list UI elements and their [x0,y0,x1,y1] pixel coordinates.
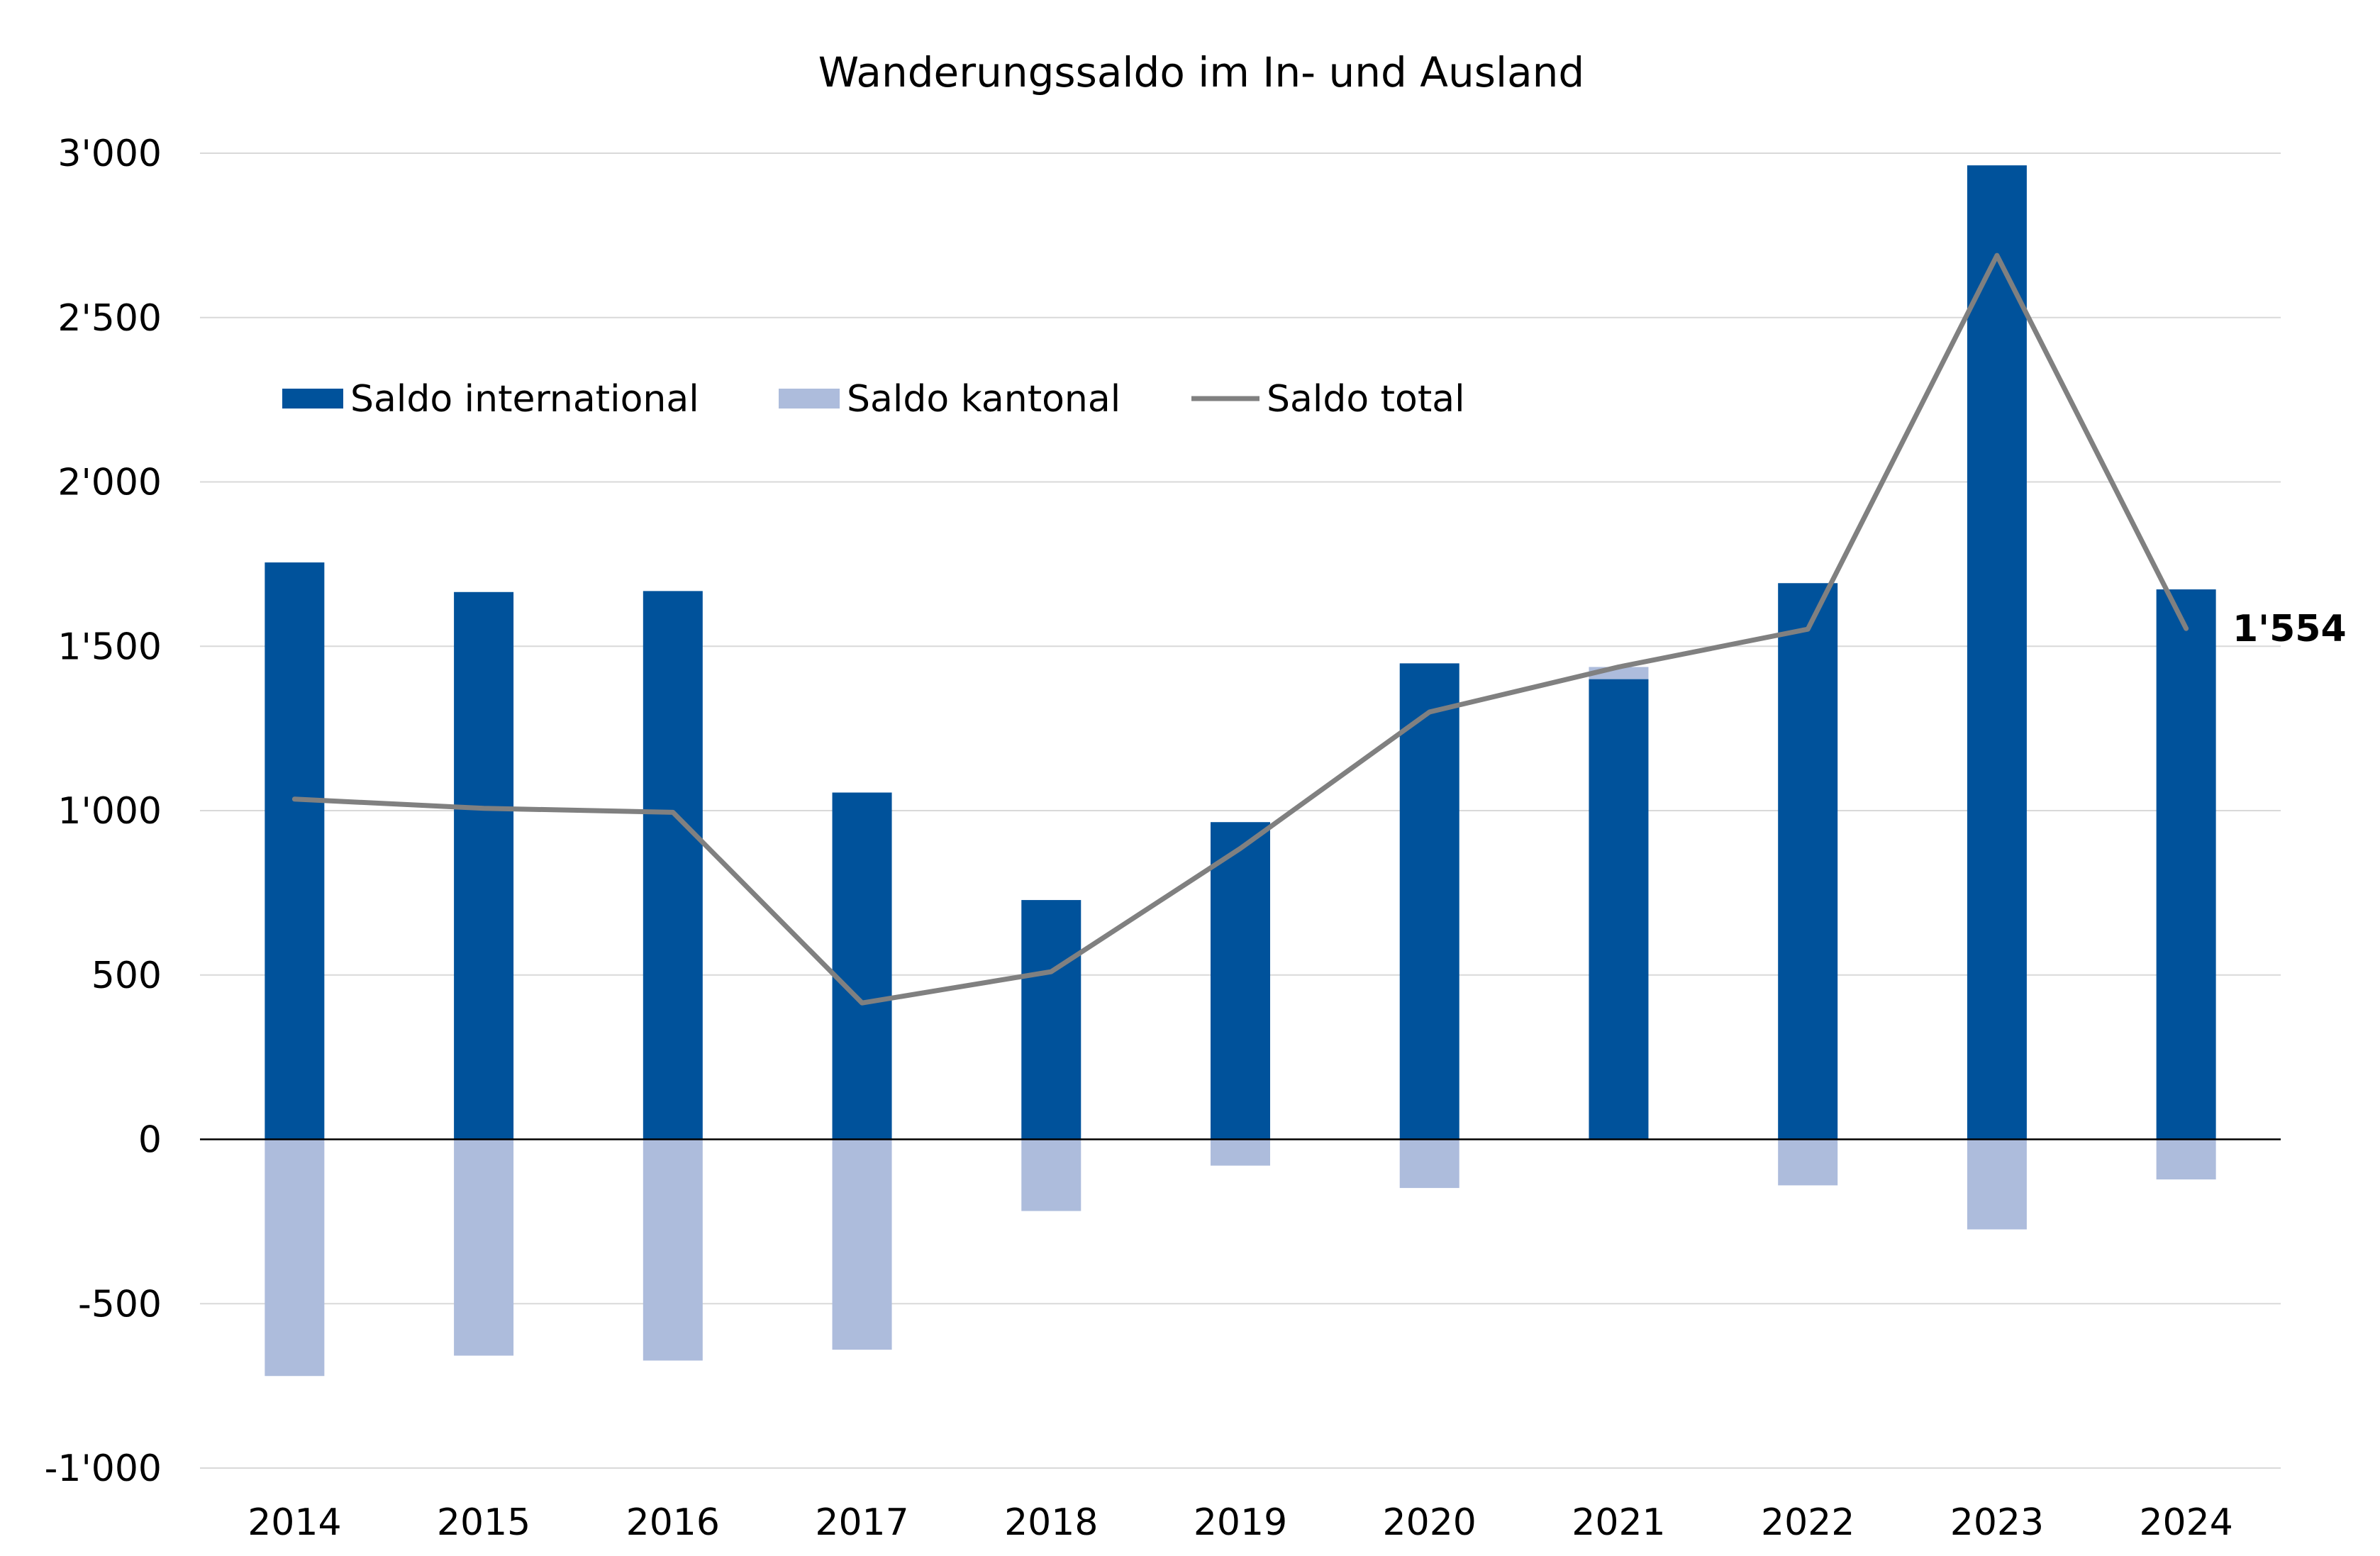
bar-international [832,792,892,1140]
y-tick-label: 3'000 [57,133,162,175]
y-tick-label: 1'000 [57,790,162,833]
bar-international [1967,165,2027,1140]
y-tick-label: 1'500 [57,626,162,668]
data-label-total: 1'554 [2232,608,2347,650]
bar-international [1399,663,1459,1140]
x-tick-label: 2021 [1572,1501,1665,1544]
x-tick-label: 2023 [1950,1501,2044,1544]
legend-item: Saldo international [282,378,699,421]
y-tick-label: 2'000 [57,462,162,504]
x-tick-label: 2017 [815,1501,908,1544]
bar-kantonal [1399,1139,1459,1189]
bar-kantonal [1021,1139,1081,1211]
total-line [291,252,2189,1006]
y-axis-ticks: 3'000 2'500 2'000 1'500 1'000 500 0 -500 -1'000 [45,133,162,1490]
bar-international [1778,583,1838,1140]
bar-kantonal [2156,1139,2216,1180]
bar-international [1021,900,1081,1140]
x-tick-label: 2014 [248,1501,341,1544]
x-tick-label: 2015 [437,1501,530,1544]
bar-kantonal [1211,1139,1270,1166]
legend-label: Saldo international [350,378,699,421]
bar-international [2156,589,2216,1140]
legend-label: Saldo total [1267,378,1465,421]
x-tick-label: 2018 [1004,1501,1098,1544]
bar-kantonal [832,1139,892,1350]
legend-item: Saldo total [1191,378,1465,421]
bar-international [454,591,514,1140]
bar-kantonal [643,1139,703,1361]
legend: Saldo international Saldo kantonal Saldo t… [282,378,1465,421]
y-tick-label: -500 [78,1283,162,1326]
legend-item: Saldo kantonal [779,378,1121,421]
legend-swatch [282,389,343,409]
bar-international [1211,822,1270,1140]
y-tick-label: 0 [138,1119,162,1162]
bars [265,165,2216,1377]
x-axis-ticks: 2014 2015 2016 2017 2018 2019 2020 2021 2022 2023… [248,1501,2233,1544]
y-tick-label: -1'000 [45,1447,162,1490]
y-tick-label: 500 [91,955,162,997]
legend-swatch [779,389,840,409]
x-tick-label: 2024 [2139,1501,2232,1544]
bar-international [643,591,703,1140]
bar-international [265,562,325,1140]
bar-kantonal [265,1139,325,1377]
annotations: 1'554 [2232,608,2347,650]
x-tick-label: 2016 [626,1501,720,1544]
bar-kantonal [1778,1139,1838,1186]
legend-label: Saldo kantonal [847,378,1121,421]
bar-kantonal [1967,1139,2027,1230]
y-tick-label: 2'500 [57,297,162,340]
x-tick-label: 2019 [1194,1501,1287,1544]
bar-kantonal [454,1139,514,1356]
x-tick-label: 2022 [1761,1501,1854,1544]
chart-title: Wanderungssaldo im In- und Ausland [818,48,1584,96]
bar-international [1589,679,1649,1140]
x-tick-label: 2020 [1383,1501,1477,1544]
